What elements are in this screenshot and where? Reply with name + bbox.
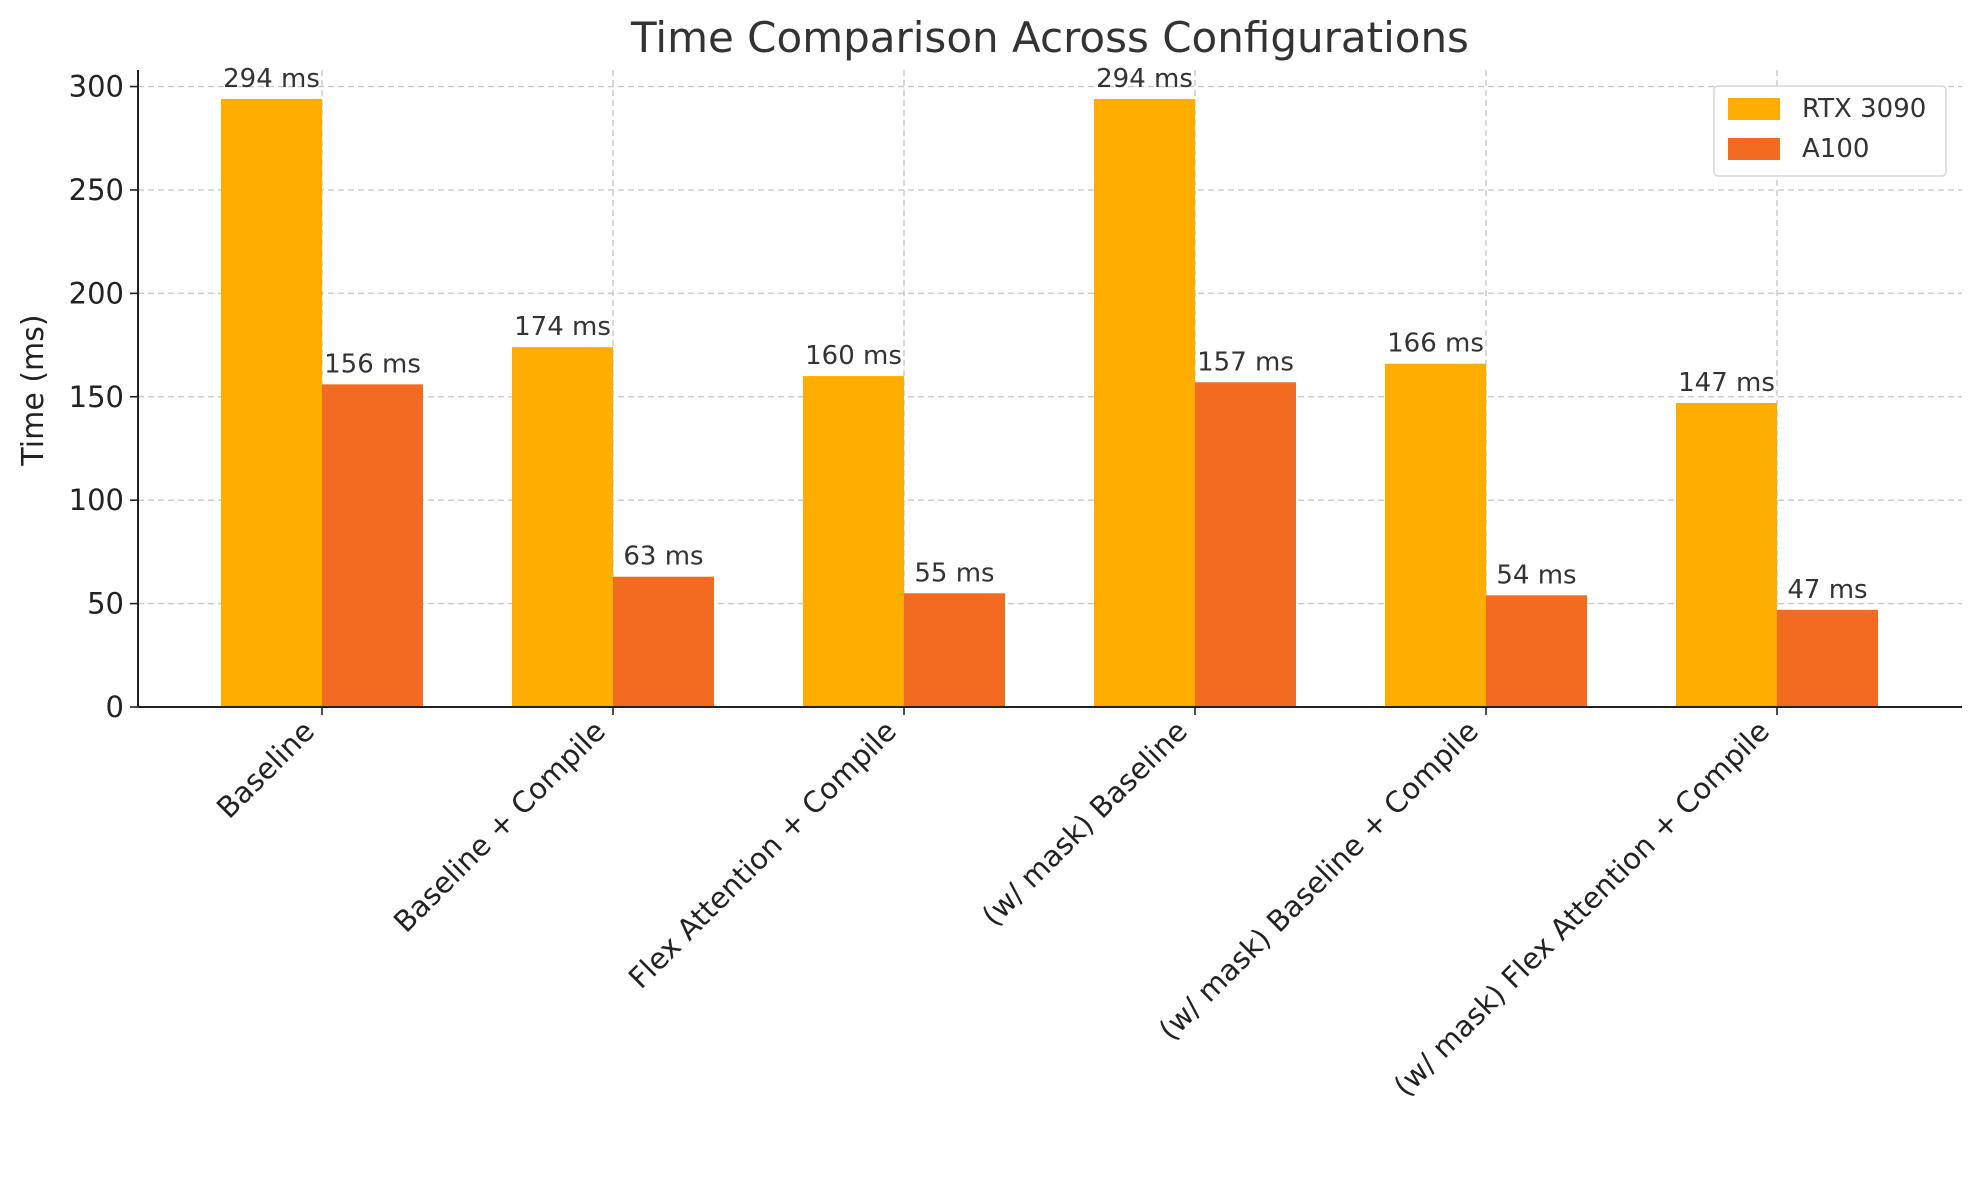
data-label: 174 ms [514, 312, 611, 342]
data-label: 156 ms [324, 349, 421, 379]
bar-a100 [1777, 609, 1878, 707]
y-tick-label: 100 [69, 483, 124, 517]
y-tick-label: 150 [69, 380, 124, 414]
y-axis-label: Time (ms) [16, 314, 51, 466]
data-label: 294 ms [1096, 64, 1193, 94]
legend-label: A100 [1802, 134, 1869, 164]
data-labels-layer: 294 ms 174 ms 160 ms 294 ms 166 ms 147 ms 156 … [223, 64, 1868, 605]
y-tick-label: 250 [69, 173, 124, 207]
y-tick-label: 300 [69, 70, 124, 104]
data-label: 47 ms [1787, 575, 1867, 605]
data-label: 294 ms [223, 64, 320, 94]
legend-swatch [1728, 98, 1780, 120]
bar-rtx-3090 [1094, 98, 1195, 708]
bar-rtx-3090 [221, 98, 322, 708]
data-label: 147 ms [1678, 368, 1775, 398]
x-tick-label: Baseline + Compile [387, 714, 612, 939]
x-tick-label: Baseline [210, 714, 321, 825]
bar-a100 [322, 384, 423, 707]
data-label: 166 ms [1387, 329, 1484, 359]
data-label: 55 ms [914, 558, 994, 588]
bar-a100 [1486, 595, 1587, 707]
x-tick-label: Flex Attention + Compile [622, 714, 903, 995]
data-label: 157 ms [1197, 347, 1294, 377]
y-tick-label: 50 [87, 587, 124, 621]
bar-rtx-3090 [1676, 402, 1777, 707]
bars-layer [221, 98, 1878, 708]
data-label: 160 ms [805, 341, 902, 371]
y-tick-label: 200 [69, 276, 124, 310]
bar-a100 [1195, 382, 1296, 707]
bar-a100 [613, 576, 714, 707]
bar-rtx-3090 [1385, 363, 1486, 707]
data-label: 54 ms [1496, 560, 1576, 590]
legend-swatch [1728, 138, 1780, 160]
legend-label: RTX 3090 [1802, 94, 1926, 124]
data-label: 63 ms [623, 542, 703, 572]
chart-title: Time Comparison Across Configurations [630, 13, 1469, 62]
x-tick-label: (w/ mask) Baseline [975, 714, 1194, 933]
bar-rtx-3090 [803, 376, 904, 707]
y-tick-label: 0 [106, 690, 124, 724]
x-tick-label: (w/ mask) Baseline + Compile [1152, 714, 1485, 1047]
bar-rtx-3090 [512, 347, 613, 707]
legend: RTX 3090 A100 [1713, 85, 1947, 177]
bar-a100 [904, 593, 1005, 707]
